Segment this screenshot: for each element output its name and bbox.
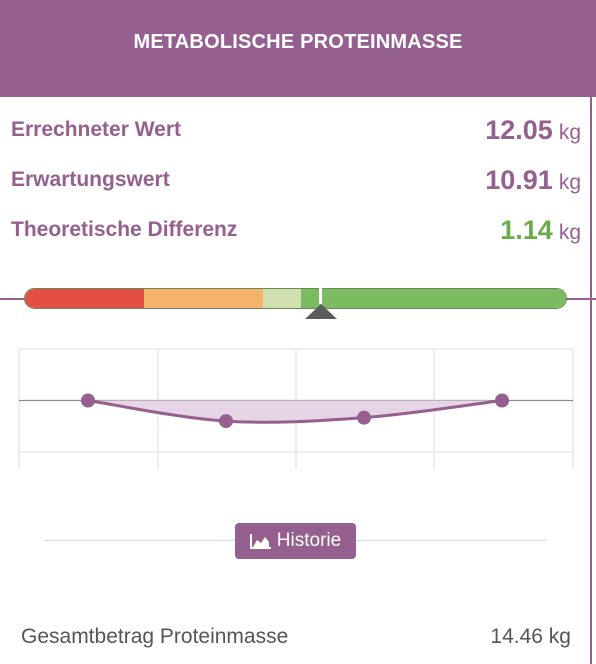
- metric-label: Erwartungswert: [11, 168, 170, 191]
- metric-value: 1.14: [500, 214, 553, 245]
- data-point-3: [495, 393, 509, 408]
- scale-segment-red: [25, 289, 145, 308]
- metric-row-computed: Errechneter Wert 12.05 kg: [11, 112, 581, 148]
- metric-value: 10.91: [485, 164, 553, 195]
- metric-label: Theoretische Differenz: [11, 218, 238, 241]
- history-button-label: Historie: [276, 530, 342, 551]
- header: METABOLISCHE PROTEINMASSE: [0, 0, 596, 97]
- page-title: METABOLISCHE PROTEINMASSE: [133, 31, 463, 53]
- metric-label: Errechneter Wert: [11, 118, 182, 141]
- data-point-2: [357, 410, 371, 425]
- metric-unit: kg: [558, 220, 581, 244]
- metric-value: 12.05: [485, 114, 553, 145]
- metric-unit: kg: [558, 120, 581, 144]
- series-line: [87, 399, 503, 424]
- metric-value-group: 12.05 kg: [485, 115, 581, 146]
- scale-segment-light-green: [263, 289, 301, 308]
- metric-row-difference: Theoretische Differenz 1.14 kg: [11, 212, 581, 248]
- metric-value-group: 10.91 kg: [485, 165, 581, 196]
- right-border: [590, 97, 592, 664]
- metric-row-expected: Erwartungswert 10.91 kg: [11, 162, 581, 198]
- metric-unit: kg: [558, 170, 581, 194]
- metric-value-group: 1.14 kg: [500, 215, 581, 246]
- history-button[interactable]: Historie: [235, 523, 356, 559]
- scale-marker-tick: [319, 288, 322, 304]
- data-point-1: [219, 414, 233, 429]
- total-label: Gesamtbetrag Proteinmasse: [21, 625, 289, 648]
- scale-marker-triangle-icon: [305, 304, 337, 319]
- rating-scale-bar: [24, 288, 567, 309]
- total-value: 14.46 kg: [490, 625, 571, 648]
- total-row: Gesamtbetrag Proteinmasse 14.46 kg: [21, 622, 571, 652]
- scale-segment-green: [300, 289, 566, 308]
- data-point-0: [81, 393, 95, 408]
- series-area: [88, 400, 502, 423]
- area-chart-icon: [249, 534, 271, 549]
- scale-segment-orange: [144, 289, 264, 308]
